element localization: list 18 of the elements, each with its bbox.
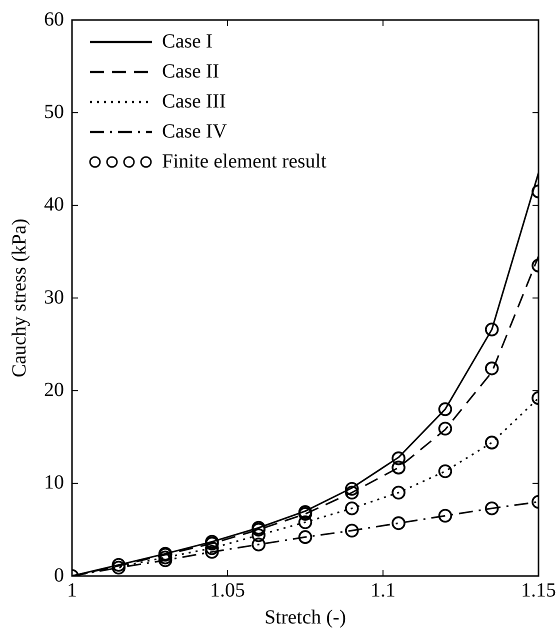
y-tick-label: 10: [44, 472, 64, 494]
x-tick-label: 1: [67, 579, 77, 602]
legend-label: Case II: [162, 60, 220, 82]
y-tick-label: 20: [44, 378, 64, 401]
y-tick-label: 60: [44, 8, 64, 30]
x-tick-label: 1.1: [370, 579, 396, 602]
legend-label: Case I: [162, 30, 213, 52]
legend-label: Case IV: [162, 120, 228, 142]
y-axis-title: Cauchy stress (kPa): [8, 218, 30, 378]
y-tick-label: 0: [54, 564, 64, 586]
x-axis-title: Stretch (-): [264, 606, 346, 628]
y-tick-label: 50: [44, 100, 64, 123]
x-tick-label: 1.05: [210, 579, 245, 602]
y-tick-label: 40: [44, 194, 64, 216]
x-tick-label: 1.15: [521, 579, 556, 602]
y-tick-label: 30: [44, 286, 64, 308]
legend-label: Case III: [162, 90, 226, 112]
legend-label: Finite element result: [162, 150, 327, 172]
